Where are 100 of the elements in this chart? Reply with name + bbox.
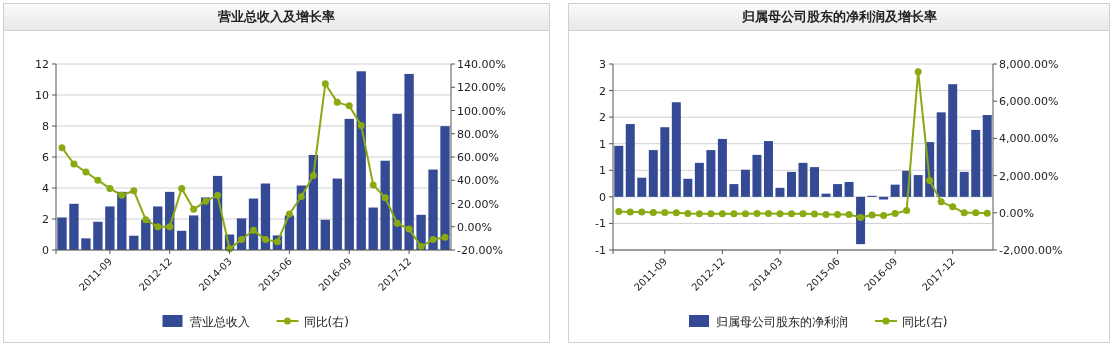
- point: [799, 210, 807, 218]
- y-tick-label: 2: [42, 213, 49, 226]
- bar: [81, 238, 91, 250]
- bar: [93, 221, 103, 250]
- point: [926, 177, 934, 185]
- bar: [648, 150, 658, 197]
- y-tick-label: -1: [595, 217, 606, 231]
- y-tick-label: 1: [599, 164, 606, 178]
- bar: [660, 127, 670, 197]
- bar: [117, 191, 127, 250]
- point: [661, 208, 669, 216]
- point: [190, 205, 198, 213]
- y-tick-label: 3: [599, 58, 606, 71]
- bar: [344, 118, 354, 250]
- y2-tick-label: 0.00%: [457, 220, 492, 234]
- point: [903, 207, 911, 215]
- y2-tick-label: 40.00%: [457, 174, 499, 188]
- point: [250, 226, 257, 234]
- point: [357, 122, 365, 130]
- point: [972, 209, 980, 217]
- bar: [890, 184, 900, 197]
- y2-tick-label: 100.00%: [457, 104, 506, 118]
- point: [261, 236, 269, 244]
- point: [429, 236, 437, 244]
- point: [118, 191, 126, 199]
- bar: [786, 171, 796, 197]
- y2-tick-label: 0.00%: [999, 206, 1034, 220]
- bar: [637, 177, 647, 197]
- point: [142, 216, 150, 224]
- point: [82, 168, 90, 176]
- chart-title: 归属母公司股东的净利润及增长率: [569, 4, 1109, 31]
- bar: [380, 160, 390, 250]
- point: [776, 210, 784, 218]
- bar: [821, 193, 831, 197]
- y2-tick-label: 2,000.00%: [999, 169, 1059, 183]
- point: [285, 210, 293, 218]
- point: [649, 208, 657, 216]
- point: [845, 210, 853, 218]
- bar: [392, 113, 402, 250]
- bar: [57, 217, 67, 250]
- point: [381, 194, 389, 202]
- legend-label: 归属母公司股东的净利润: [716, 315, 848, 329]
- bar: [188, 215, 199, 250]
- bar: [810, 167, 820, 197]
- bar: [694, 162, 704, 197]
- chart-title: 营业总收入及增长率: [4, 4, 549, 31]
- bar: [844, 181, 854, 197]
- bar: [614, 145, 624, 197]
- bar: [440, 126, 450, 250]
- bar: [368, 207, 378, 250]
- point: [178, 184, 186, 192]
- y2-tick-label: 60.00%: [457, 151, 499, 164]
- y-tick-label: 2: [599, 84, 606, 98]
- y2-tick-label: 4,000.00%: [999, 132, 1059, 146]
- y2-tick-label: 6,000.00%: [999, 95, 1059, 109]
- point: [321, 80, 329, 88]
- y-tick-label: 6: [42, 151, 49, 164]
- y2-tick-label: -2,000.00%: [999, 244, 1063, 257]
- point: [154, 223, 162, 231]
- point: [405, 225, 413, 233]
- bar: [308, 154, 319, 250]
- point: [684, 210, 692, 218]
- legend-label: 同比(右): [303, 315, 349, 329]
- point: [730, 210, 738, 218]
- point: [672, 209, 680, 217]
- point: [345, 102, 353, 110]
- point: [106, 184, 114, 192]
- y-tick-label: -1: [595, 244, 606, 257]
- point: [753, 210, 761, 218]
- point: [695, 210, 703, 218]
- bar: [69, 203, 79, 250]
- bar: [775, 187, 785, 197]
- bar: [706, 150, 716, 197]
- point: [615, 208, 623, 215]
- point: [638, 208, 646, 216]
- bar: [879, 196, 889, 200]
- point: [214, 191, 222, 199]
- bar: [428, 169, 438, 250]
- bar: [177, 230, 187, 250]
- point: [857, 213, 865, 221]
- bar: [948, 84, 958, 197]
- y2-tick-label: 20.00%: [457, 197, 499, 211]
- bar: [982, 115, 992, 197]
- y2-tick-label: 120.00%: [457, 81, 506, 95]
- point: [297, 193, 305, 201]
- bar: [959, 171, 969, 197]
- bar: [260, 183, 271, 250]
- y-tick-label: 0: [599, 190, 606, 204]
- bar: [671, 102, 681, 197]
- point: [764, 210, 772, 218]
- point: [834, 210, 842, 218]
- point: [880, 211, 888, 219]
- bar: [729, 184, 739, 197]
- bar: [740, 169, 750, 197]
- point: [417, 243, 425, 251]
- point: [822, 210, 830, 218]
- point: [949, 203, 957, 211]
- y-tick-label: 0: [42, 244, 49, 257]
- point: [238, 236, 246, 244]
- y-tick-label: 8: [42, 120, 49, 133]
